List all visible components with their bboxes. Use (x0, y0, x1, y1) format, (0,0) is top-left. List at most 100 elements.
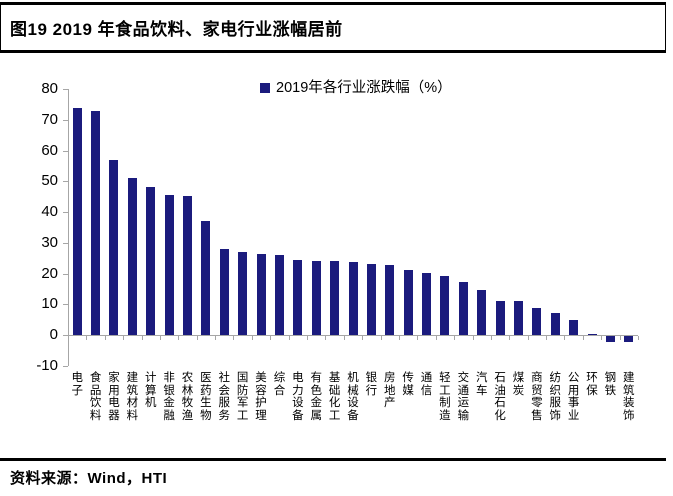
x-axis-tick (417, 336, 419, 341)
x-axis-label: 国防军工 (233, 372, 251, 422)
y-axis-tick-label: 0 (49, 326, 58, 344)
x-axis-tick (435, 336, 437, 341)
bar (348, 261, 358, 336)
x-axis-label-char: 地 (384, 384, 396, 397)
bar (201, 221, 211, 336)
x-axis-label-char: 家 (108, 372, 120, 384)
x-axis-label-char: 信 (420, 384, 433, 397)
x-axis-label-char: 算 (144, 384, 157, 397)
x-axis-label-char: 医 (200, 372, 212, 384)
x-axis-label-char: 事 (567, 397, 580, 409)
x-axis-label-char: 综 (273, 372, 286, 384)
x-axis-label-char: 商 (531, 372, 543, 384)
x-axis-label-char: 媒 (402, 384, 414, 397)
bar (293, 259, 303, 336)
x-axis-label: 农林牧渔 (178, 372, 196, 422)
x-axis-label-char: 饰 (623, 409, 635, 422)
x-axis-label: 基础化工 (325, 372, 343, 422)
x-axis-label-char: 容 (255, 384, 267, 397)
x-axis-label-char: 钢 (604, 372, 617, 384)
bar (550, 313, 560, 336)
x-axis-label-char: 装 (623, 397, 635, 409)
x-axis-label: 机械设备 (344, 372, 362, 422)
x-axis-label-char: 料 (126, 409, 139, 422)
x-axis-tick (398, 336, 400, 341)
x-axis-label: 建筑材料 (123, 372, 141, 422)
x-axis-tick (215, 336, 217, 341)
x-axis-label-char: 化 (494, 409, 506, 422)
bar (605, 336, 615, 343)
x-axis-label-char: 渔 (181, 409, 194, 422)
x-axis-label: 建筑装饰 (620, 372, 638, 422)
x-axis-label-char: 造 (439, 409, 451, 422)
x-axis-label-char: 备 (292, 409, 304, 422)
x-axis-label-char: 会 (218, 384, 231, 397)
x-axis-label: 轻工制造 (436, 372, 454, 422)
x-axis-label-char: 化 (328, 397, 341, 409)
x-axis-label-char: 电 (108, 397, 120, 409)
x-axis-tick (104, 336, 106, 341)
bar (440, 275, 450, 336)
x-axis-label: 计算机 (142, 372, 160, 410)
x-axis-label: 非银金融 (160, 372, 178, 422)
x-axis-label: 纺织服饰 (546, 372, 564, 422)
y-axis-tick (63, 181, 68, 183)
x-axis-label: 环保 (583, 372, 601, 397)
x-axis-label-char: 融 (163, 409, 175, 422)
x-axis-label-char: 务 (218, 409, 231, 422)
x-axis-label-char: 输 (457, 409, 470, 422)
x-axis-label-char: 非 (163, 372, 175, 384)
x-axis-line (68, 335, 638, 337)
x-axis-label-char: 建 (623, 372, 635, 384)
bar (403, 269, 413, 336)
x-axis-label: 商贸零售 (528, 372, 546, 422)
x-axis-label: 综合 (270, 372, 288, 397)
x-axis-label-char: 药 (200, 384, 212, 397)
x-axis-label-char: 筑 (126, 384, 139, 397)
x-axis-tick (343, 336, 345, 341)
x-axis-label: 交通运输 (454, 372, 472, 422)
x-axis-label-char: 售 (531, 409, 543, 422)
x-axis-label-char: 金 (310, 397, 322, 409)
x-axis-label-char: 美 (255, 372, 267, 384)
x-axis-label: 美容护理 (252, 372, 270, 422)
x-axis-label-char: 石 (494, 372, 506, 384)
x-axis-label-char: 设 (347, 397, 359, 409)
x-axis-label-char: 建 (126, 372, 139, 384)
x-axis-tick (362, 336, 364, 341)
x-axis-label-char: 备 (347, 409, 359, 422)
bar (330, 261, 340, 336)
x-axis-label-char: 色 (310, 384, 322, 397)
x-axis-tick (123, 336, 125, 341)
bar (624, 336, 634, 343)
x-axis-label-char: 机 (347, 372, 359, 384)
x-axis-label-char: 林 (181, 384, 194, 397)
bar (311, 260, 321, 336)
y-axis-tick-label: 20 (41, 264, 58, 282)
bar (146, 186, 156, 336)
x-axis-tick (178, 336, 180, 341)
x-axis-tick (638, 336, 639, 341)
x-axis-label-char: 用 (567, 384, 580, 397)
y-axis-tick-label: 10 (41, 295, 58, 313)
x-axis-label-char: 器 (108, 409, 120, 422)
x-axis-tick (86, 336, 88, 341)
figure-title: 图19 2019 年食品饮料、家电行业涨幅居前 (0, 2, 666, 53)
x-axis-label-char: 物 (200, 409, 212, 422)
bar (366, 263, 376, 336)
x-axis-label-char: 服 (549, 397, 562, 409)
x-axis-label-char: 纺 (549, 372, 562, 384)
x-axis-label-char: 防 (236, 384, 249, 397)
bar (219, 249, 229, 336)
x-axis-label: 食品饮料 (86, 372, 104, 422)
bar (127, 178, 137, 336)
y-axis-tick-label: 60 (41, 141, 58, 159)
bar (72, 108, 82, 336)
x-axis-label-char: 织 (549, 384, 562, 397)
x-axis-label-char: 金 (163, 397, 175, 409)
x-axis-label-char: 用 (108, 384, 120, 397)
y-axis-tick (63, 273, 68, 275)
x-axis-label: 电子 (68, 372, 86, 397)
x-axis-tick (490, 336, 492, 341)
footer-divider (0, 458, 666, 461)
